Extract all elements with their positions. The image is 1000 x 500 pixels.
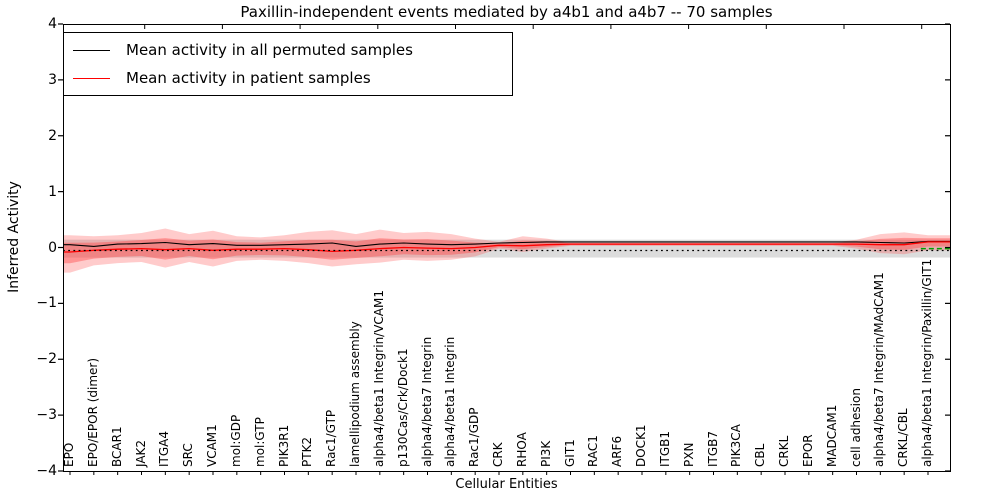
x-tick-label: cell adhesion xyxy=(848,388,863,467)
x-tick-label: JAK2 xyxy=(133,439,148,467)
y-tick-label: −1 xyxy=(36,295,57,312)
permuted-mean-line xyxy=(63,240,950,247)
x-tick-label: Rac1/GTP xyxy=(324,409,339,467)
x-tick-label: mol:GTP xyxy=(252,417,267,467)
axes-frame xyxy=(62,23,952,473)
legend-item-permuted: Mean activity in all permuted samples xyxy=(64,36,512,64)
x-tick-label: Rac1/GDP xyxy=(467,407,482,467)
x-tick-label: ITGB1 xyxy=(657,430,672,467)
x-tick-label: CRKL xyxy=(777,435,791,467)
legend-label-permuted: Mean activity in all permuted samples xyxy=(126,41,413,59)
x-tick-label: alpha4/beta7 Integrin xyxy=(419,336,434,467)
y-tick-label: −2 xyxy=(36,351,57,368)
x-tick-label: SRC xyxy=(181,443,196,467)
x-tick-label: EPO xyxy=(62,442,76,467)
patient-mean-line xyxy=(63,241,950,253)
patient-line-swatch xyxy=(73,77,110,79)
x-tick-label: RHOA xyxy=(514,432,529,467)
x-tick-label: lamellipodium assembly xyxy=(348,321,362,467)
y-tick-label: 4 xyxy=(48,16,57,32)
x-tick-label: PIK3CA xyxy=(729,424,744,467)
x-tick-label: alpha4/beta1 Integrin/VCAM1 xyxy=(371,290,386,467)
x-tick-label: alpha4/beta7 Integrin/MAdCAM1 xyxy=(872,272,887,467)
chart-title: Paxillin-independent events mediated by … xyxy=(240,3,773,21)
y-tick-label: 2 xyxy=(48,127,57,144)
x-tick-label: PI3K xyxy=(538,440,553,467)
x-tick-label: CRK xyxy=(491,442,505,467)
legend: Mean activity in all permuted samples Me… xyxy=(63,32,513,96)
legend-item-patient: Mean activity in patient samples xyxy=(64,64,512,92)
x-tick-label: p130Cas/Crk/Dock1 xyxy=(395,348,410,467)
permuted-line-swatch xyxy=(73,49,110,51)
y-tick-label: 0 xyxy=(48,239,57,256)
x-tick-label: VCAM1 xyxy=(205,424,219,467)
x-tick-label: GIT1 xyxy=(562,439,577,467)
y-tick-label: −3 xyxy=(36,407,57,424)
x-tick-label: MADCAM1 xyxy=(824,404,839,467)
x-tick-label: RAC1 xyxy=(586,435,601,467)
x-tick-label: ARF6 xyxy=(610,435,625,467)
x-axis-label: Cellular Entities xyxy=(455,477,558,492)
x-tick-label: alpha4/beta1 Integrin/Paxillin/GIT1 xyxy=(920,258,934,467)
x-tick-label: DOCK1 xyxy=(634,424,648,467)
x-tick-label: EPOR xyxy=(800,434,815,467)
x-tick-label: BCAR1 xyxy=(109,426,124,467)
x-tick-label: CBL xyxy=(753,443,768,467)
x-tick-label: mol:GDP xyxy=(228,414,243,467)
legend-label-patient: Mean activity in patient samples xyxy=(126,69,371,87)
x-tick-label: PIK3R1 xyxy=(276,424,291,467)
y-tick-label: −4 xyxy=(36,463,57,479)
x-tick-label: PTK2 xyxy=(300,436,315,467)
x-tick-label: PXN xyxy=(681,442,696,467)
y-tick-label: 1 xyxy=(48,183,57,200)
x-tick-label: ITGA4 xyxy=(157,430,172,467)
y-tick-label: 3 xyxy=(48,71,57,88)
patient-confidence-band-outer xyxy=(63,228,950,273)
x-tick-label: CRKL/CBL xyxy=(896,408,911,467)
x-tick-label: ITGB7 xyxy=(705,430,720,467)
x-tick-label: EPO/EPOR (dimer) xyxy=(85,357,100,467)
x-tick-label: alpha4/beta1 Integrin xyxy=(443,336,458,467)
